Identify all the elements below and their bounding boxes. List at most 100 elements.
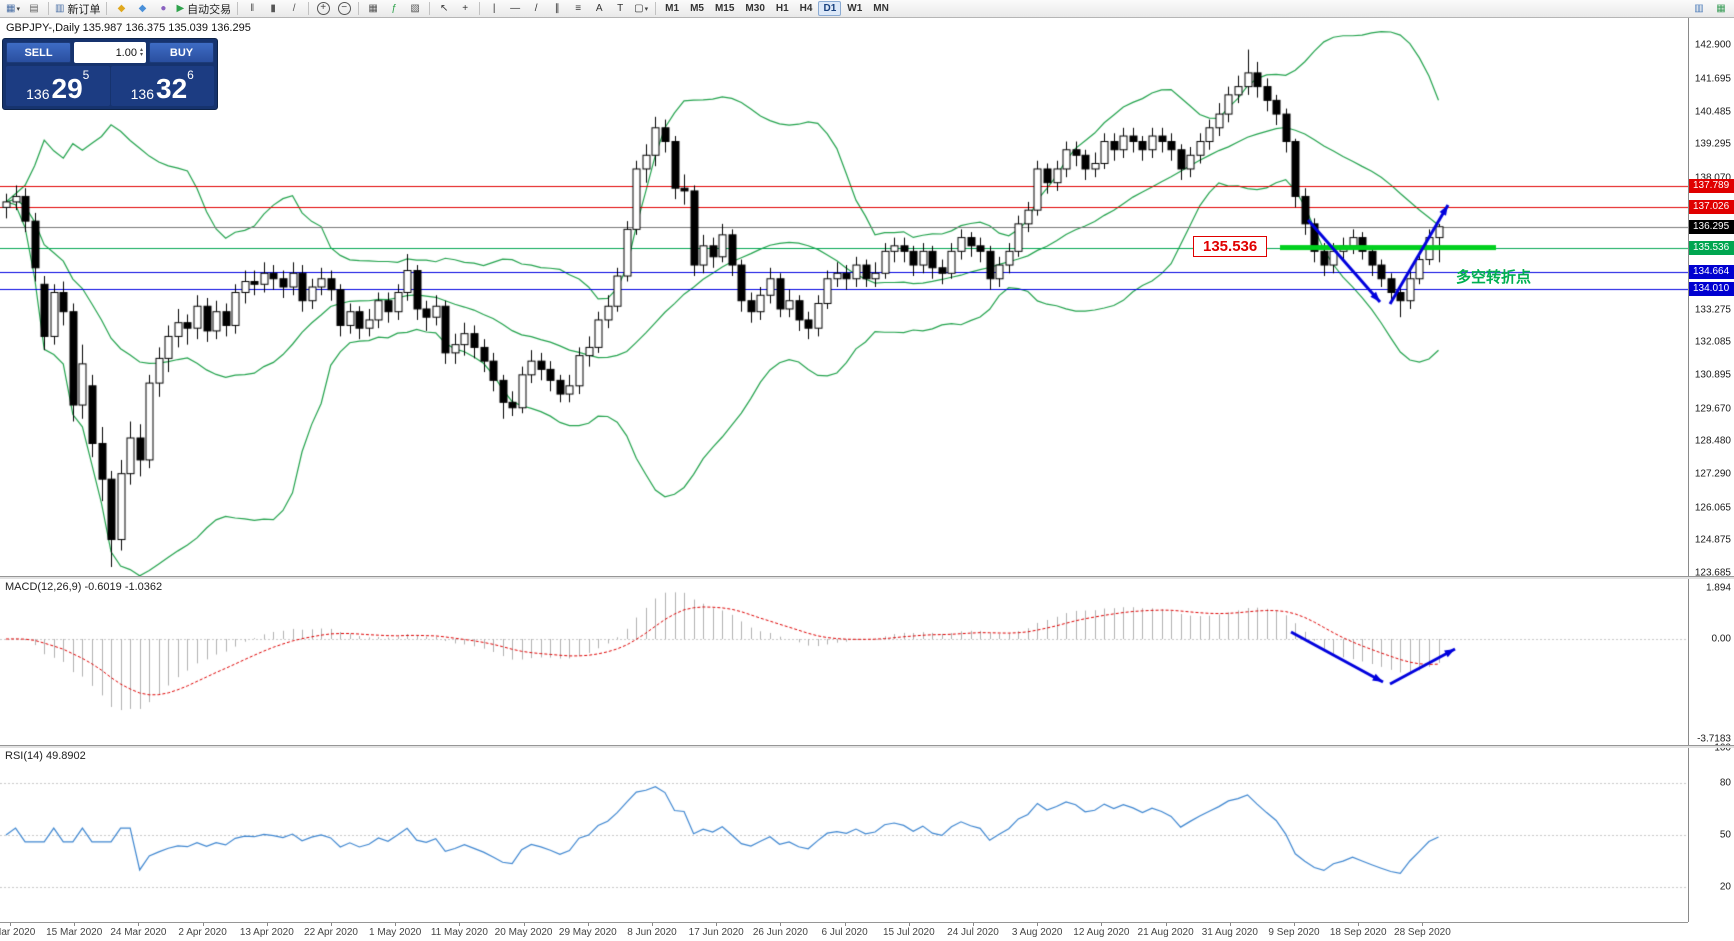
text-label-glyph: T [617,3,624,14]
timeframe-h4-button[interactable]: H4 [799,3,813,14]
indicators-list-icon[interactable]: ƒ [384,1,404,17]
sell-price-point: 5 [82,68,90,82]
new-window-icon[interactable]: ▦ [1716,3,1726,14]
timeframe-m1-button[interactable]: M1 [665,3,680,14]
time-axis-label: 12 Aug 2020 [1073,927,1130,938]
economic-calendar-glyph: ◆ [138,3,147,14]
axis-scale-label: 20 [1719,881,1731,893]
toolbar-separator [358,2,360,15]
equidistant-channel-glyph: ∥ [554,3,560,14]
price-level-box: 137.789 [1689,178,1734,193]
vertical-line-icon[interactable]: | [484,1,504,17]
volume-value: 1.00 [115,46,137,59]
zoom-out-icon[interactable]: − [334,1,354,17]
toolbar-separator [106,2,108,15]
macd-indicator-label: MACD(12,26,9) -0.6019 -1.0362 [5,581,163,593]
new-order-button[interactable]: ▥ 新订单 [53,1,102,17]
ohlc-values: 135.987 136.375 135.039 136.295 [82,22,251,34]
time-axis-tick [1422,923,1424,926]
shapes-glyph: ▢ [634,3,644,14]
metaquotes-icon[interactable]: ◆ [111,1,131,17]
buy-price[interactable]: 136 32 6 [110,66,214,106]
timeframe-w1-button[interactable]: W1 [847,3,863,14]
timeframe-m30-button[interactable]: M30 [745,3,765,14]
new-chart-icon[interactable]: ▦ ▾ [3,1,23,17]
macd-canvas[interactable] [0,578,1688,745]
volume-stepper[interactable]: 1.00 ▴ ▾ [74,42,146,63]
cursor-icon[interactable]: ↖ [434,1,454,17]
time-axis-tick [1037,923,1039,926]
toolbar-separator [479,2,481,15]
horizontal-line-icon[interactable]: — [505,1,525,17]
text-icon[interactable]: A [589,1,609,17]
tile-windows-icon[interactable]: ▦ [363,1,383,17]
sell-button[interactable]: SELL [6,42,71,63]
templates-icon[interactable]: ▧ [405,1,425,17]
axis-scale-label: -3.7183 [1697,733,1731,745]
volume-down-icon[interactable]: ▾ [139,51,143,58]
time-axis-tick [1294,923,1295,926]
text-glyph: A [595,3,603,14]
volume-up-icon[interactable]: ▴ [139,46,143,53]
timeframe-h1-button[interactable]: H1 [775,3,789,14]
symbol-period-label: GBPJPY-,Daily [6,22,80,34]
axis-scale-label: 80 [1719,777,1731,789]
time-axis-label: 22 Apr 2020 [304,927,358,938]
autotrading-label: 自动交易 [187,3,232,16]
tile-windows-glyph: ▦ [368,3,378,14]
profiles-icon[interactable]: ▤ [24,1,44,17]
time-axis-label: 29 May 2020 [558,927,617,938]
buy-price-point: 6 [187,68,194,82]
crosshair-icon[interactable]: + [455,1,475,17]
sell-price-pips: 29 [51,73,83,104]
equidistant-channel-icon[interactable]: ∥ [547,1,567,17]
toolbar-separator [655,2,657,15]
text-label-icon[interactable]: T [610,1,630,17]
time-axis-label: 26 Jun 2020 [752,927,808,938]
time-axis-label: 17 Jun 2020 [688,927,744,938]
volume-spin-buttons[interactable]: ▴ ▾ [139,46,143,58]
zoom-in-icon[interactable]: + [313,1,333,17]
axis-scale-label: 129.670 [1694,403,1731,415]
buy-button[interactable]: BUY [149,42,214,63]
timeframe-m15-button[interactable]: M15 [714,3,735,14]
time-axis-label: 9 Sep 2020 [1268,927,1320,938]
axis-scale-label: 139.295 [1694,138,1731,150]
rsi-canvas[interactable] [0,747,1688,922]
shapes-icon[interactable]: ▢ ▾ [631,1,651,17]
time-axis[interactable]: 5 Mar 2020 15 Mar 2020 24 Mar 2020 2 Apr 20… [0,922,1688,941]
metaeditor-icon[interactable]: ● [153,1,173,17]
toolbar-separator [308,2,310,15]
shapes-dropdown-arrow[interactable]: ▾ [644,5,649,13]
bar-chart-icon[interactable]: ‖ [242,1,262,17]
buy-price-pips: 32 [156,73,188,104]
price-callout-label: 135.536 [1193,236,1268,257]
trendline-icon[interactable]: / [526,1,546,17]
candlestick-chart-icon[interactable]: ▮ [263,1,283,17]
pane-divider-rsi[interactable] [0,745,1734,748]
timeframe-m5-button[interactable]: M5 [690,3,704,14]
time-axis-tick [780,923,782,926]
axis-scale-label: 124.875 [1694,534,1731,546]
timeframe-mn-button[interactable]: MN [873,3,889,14]
time-axis-label: 18 Sep 2020 [1329,927,1387,938]
time-axis-label: 15 Mar 2020 [46,927,103,938]
economic-calendar-icon[interactable]: ◆ [132,1,152,17]
sell-price[interactable]: 136 29 5 [6,66,110,106]
time-axis-tick [844,923,846,926]
axis-scale-label: 130.895 [1694,369,1731,381]
timeframe-d1-button[interactable]: D1 [818,1,842,16]
autotrading-button[interactable]: ▶ 自动交易 [174,1,233,17]
price-axis[interactable]: 142.900 141.695 140.485 139.295 138.070 133.2… [1688,18,1734,922]
axis-scale-label: 138.070 [1695,173,1731,184]
depth-of-market-icon[interactable]: ▥ [1694,3,1704,14]
line-chart-icon[interactable]: / [284,1,304,17]
price-chart-canvas[interactable] [0,18,1688,576]
axis-scale-label: 1.894 [1705,582,1731,594]
sell-price-big-figure: 136 [26,86,50,102]
new-chart-dropdown-arrow[interactable]: ▾ [16,5,20,13]
time-axis-label: 5 Mar 2020 [0,927,36,938]
fibonacci-icon[interactable]: ≡ [568,1,588,17]
pane-divider-macd[interactable] [0,576,1734,579]
time-axis-label: 21 Aug 2020 [1137,927,1194,938]
